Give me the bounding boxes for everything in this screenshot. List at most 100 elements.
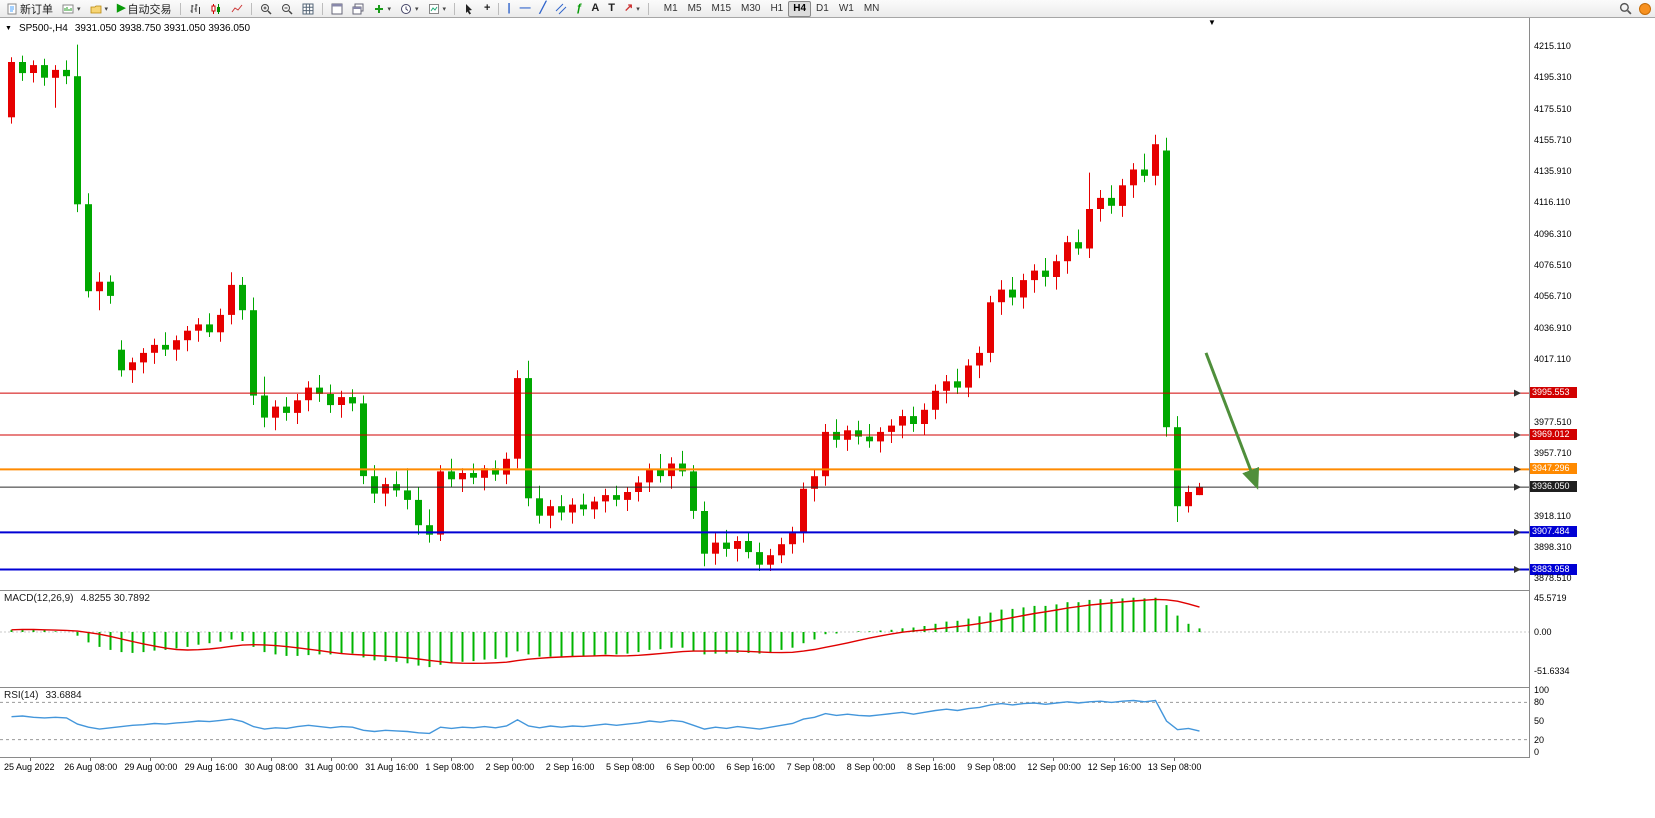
text-tool-icon: A (591, 2, 600, 14)
new-order-button[interactable]: 新订单 (2, 1, 57, 17)
template-chart-icon (428, 3, 440, 15)
tf-h4-button[interactable]: H4 (788, 0, 812, 17)
time-axis[interactable]: 25 Aug 2022 26 Aug 08:00 29 Aug 00:00 29 Au… (0, 758, 1655, 818)
rsi-panel[interactable]: RSI(14) 33.6884 (0, 688, 1529, 757)
rsi-axis-label: 0 (1534, 747, 1540, 757)
community-user-icon[interactable] (1639, 2, 1651, 15)
toolbar-separator (321, 2, 323, 15)
rsi-canvas (0, 699, 1529, 741)
rsi-axis-label: 100 (1534, 685, 1550, 695)
price-axis-label: 3918.110 (1534, 510, 1571, 521)
fibonacci-tool-button[interactable]: ƒ (572, 1, 586, 17)
channel-tool-button[interactable] (551, 1, 571, 17)
text-tool-button[interactable]: A (587, 1, 603, 17)
label-tool-button[interactable]: T (604, 1, 619, 17)
time-axis-label: 29 Aug 00:00 (124, 762, 178, 772)
toolbar-right-group (1619, 2, 1651, 15)
templates-button[interactable]: ▾ (424, 1, 451, 17)
chart-shift-marker[interactable]: ▼ (1208, 18, 1216, 27)
horizontal-lines-layer[interactable] (0, 389, 1529, 574)
price-axis-column[interactable]: 3995.553 3969.012 3947.296 3936.050 3907.484… (1530, 18, 1655, 758)
shapes-tool-button[interactable]: ↗ ▾ (620, 1, 644, 17)
cascade-windows-button[interactable] (348, 1, 368, 17)
tf-m5-button[interactable]: M5 (687, 3, 702, 14)
price-axis-label: 4135.910 (1534, 166, 1572, 177)
price-axis-label: 4215.110 (1534, 40, 1571, 51)
current-price-badge: 3936.050 (1530, 481, 1577, 493)
price-axis-label: 4056.710 (1534, 291, 1572, 302)
panel-separator[interactable] (0, 590, 1655, 591)
zoom-out-button[interactable] (277, 1, 297, 17)
profiles-button[interactable]: ▾ (86, 1, 113, 17)
timeframe-toolbar: M1 M5 M15 M30 H1 H4 D1 W1 MN (659, 0, 885, 17)
horizontal-line-tool-button[interactable]: — (516, 1, 535, 17)
macd-signal-line (11, 598, 1200, 665)
tf-m15-button[interactable]: M15 (711, 3, 731, 14)
chevron-down-icon: ▾ (415, 5, 419, 13)
time-axis-tick (933, 758, 934, 761)
line-chart-mode-button[interactable] (227, 1, 247, 17)
time-axis-tick (1053, 758, 1055, 761)
ohlc-values: 3931.050 3938.750 3931.050 3936.050 (74, 23, 251, 34)
chart-ohlc-header: ▼ SP500-,H4 3931.050 3938.750 3931.050 3… (5, 23, 250, 34)
bar-chart-mode-button[interactable] (185, 1, 205, 17)
tf-m1-button[interactable]: M1 (663, 3, 678, 14)
time-axis-label: 8 Sep 16:00 (907, 762, 956, 772)
time-axis-label: 1 Sep 08:00 (425, 762, 474, 772)
vertical-line-tool-button[interactable]: | (503, 1, 514, 17)
time-axis-tick (270, 758, 272, 761)
tile-windows-button[interactable] (327, 1, 347, 17)
time-axis-label: 25 Aug 2022 (4, 762, 55, 772)
macd-axis-label: 0.00 (1534, 627, 1552, 637)
macd-panel[interactable]: MACD(12,26,9) 4.8255 30.7892 (0, 591, 1529, 687)
time-axis-label: 12 Sep 16:00 (1087, 762, 1142, 772)
rsi-axis-label: 50 (1534, 716, 1545, 726)
line-end-arrow-icon (1514, 483, 1521, 491)
price-level-badge: 3883.958 (1530, 563, 1577, 575)
time-axis-tick (90, 758, 92, 761)
search-icon[interactable] (1619, 2, 1632, 15)
indicators-button[interactable]: ▾ (369, 1, 396, 17)
crosshair-tool-button[interactable]: + (480, 1, 494, 17)
time-axis-tick (30, 758, 31, 761)
time-axis-label: 30 Aug 08:00 (244, 762, 298, 772)
fibonacci-icon: ƒ (576, 2, 583, 14)
time-axis-label: 31 Aug 16:00 (365, 762, 419, 772)
panel-separator[interactable] (0, 687, 1655, 688)
tf-m30-button[interactable]: M30 (741, 3, 761, 14)
trend-arrow-annotation[interactable] (1204, 352, 1260, 490)
toolbar-separator (454, 2, 456, 15)
new-chart-button[interactable]: ▾ (58, 1, 85, 17)
toolbar-separator (179, 2, 181, 15)
tf-mn-button[interactable]: MN (863, 3, 880, 14)
horizontal-line-icon: — (519, 2, 531, 14)
tf-w1-button[interactable]: W1 (838, 3, 854, 14)
zoom-out-icon (281, 3, 293, 15)
tf-d1-button[interactable]: D1 (816, 3, 829, 14)
rsi-panel-label: RSI(14) 33.6884 (4, 690, 82, 701)
new-chart-icon (62, 3, 74, 15)
periods-button[interactable]: ▾ (396, 1, 423, 17)
cursor-tool-button[interactable] (459, 1, 479, 17)
zoom-in-button[interactable] (256, 1, 276, 17)
chevron-down-icon: ▾ (636, 5, 640, 13)
trendline-tool-button[interactable]: ╱ (536, 1, 551, 17)
auto-trading-button[interactable]: ▶ 自动交易 (113, 1, 175, 17)
candlestick-chart-icon (210, 3, 222, 15)
rsi-axis-label: 20 (1534, 734, 1545, 745)
candlestick-mode-button[interactable] (206, 1, 226, 17)
time-axis-tick (692, 758, 694, 761)
macd-axis-label: -51.6334 (1534, 665, 1570, 676)
time-axis-tick (571, 758, 573, 761)
price-chart-canvas[interactable] (0, 18, 1529, 590)
line-end-arrow-icon (1514, 389, 1521, 397)
profiles-folder-icon (90, 3, 102, 15)
panel-separator (0, 757, 1655, 758)
grid-toggle-button[interactable] (298, 1, 318, 17)
tf-h1-button[interactable]: H1 (770, 3, 784, 14)
chevron-down-icon: ▾ (442, 5, 447, 13)
one-click-trading-toggle[interactable]: ▼ (5, 25, 12, 32)
time-axis-tick (210, 758, 212, 761)
price-chart-panel[interactable]: ▼ SP500-,H4 3931.050 3938.750 3931.050 3… (0, 18, 1529, 590)
time-axis-tick (1113, 758, 1115, 761)
